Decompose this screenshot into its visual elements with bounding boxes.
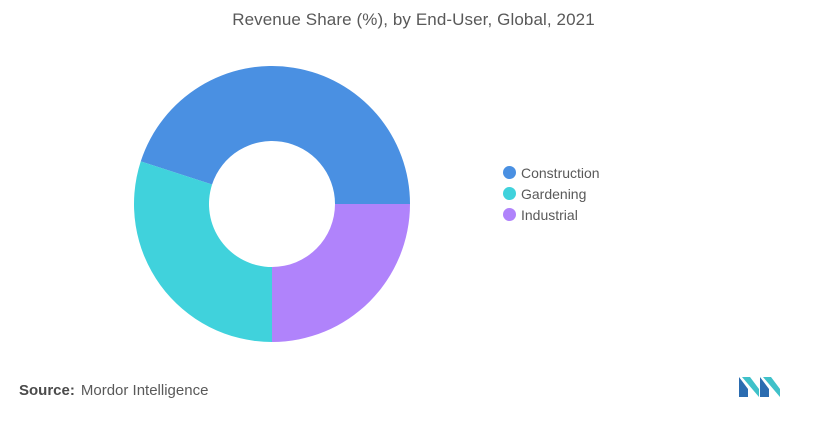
- legend-item-industrial: Industrial: [503, 206, 600, 223]
- legend-item-gardening: Gardening: [503, 185, 600, 202]
- chart-title: Revenue Share (%), by End-User, Global, …: [232, 10, 595, 29]
- legend-swatch: [503, 208, 516, 221]
- slice-construction: [140, 66, 410, 204]
- legend-label: Industrial: [521, 206, 578, 223]
- legend-item-construction: Construction: [503, 164, 600, 181]
- source-text: Mordor Intelligence: [80, 382, 209, 399]
- slice-industrial: [272, 204, 410, 342]
- source-note: Source: Mordor Intelligence: [19, 382, 208, 399]
- legend-swatch: [503, 166, 516, 179]
- source-prefix: Source:: [19, 382, 75, 399]
- chart-legend: Construction Gardening Industrial: [503, 164, 600, 223]
- slice-gardening: [133, 161, 272, 343]
- legend-label: Gardening: [521, 185, 587, 202]
- legend-swatch: [503, 187, 516, 200]
- mordor-intelligence-logo-icon: [739, 377, 780, 397]
- legend-label: Construction: [521, 164, 600, 181]
